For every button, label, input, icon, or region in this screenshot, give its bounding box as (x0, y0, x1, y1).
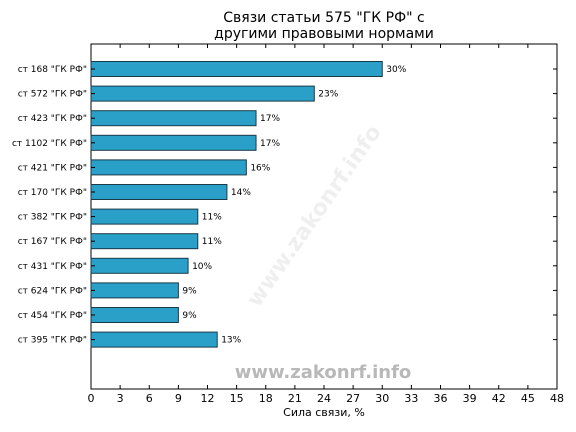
data-label: 17% (260, 114, 280, 124)
x-tick-label: 18 (259, 392, 273, 405)
x-tick-label: 33 (404, 392, 418, 405)
data-label: 11% (202, 237, 222, 247)
data-label: 30% (386, 65, 406, 75)
category-label: ст 167 "ГК РФ" (18, 237, 87, 247)
data-label: 9% (182, 286, 197, 296)
x-tick-label: 0 (88, 392, 95, 405)
category-label: ст 423 "ГК РФ" (18, 114, 87, 124)
data-label: 14% (231, 188, 251, 198)
bar (90, 85, 315, 102)
x-tick-label: 21 (288, 392, 302, 405)
category-label: ст 624 "ГК РФ" (18, 286, 87, 296)
x-tick-label: 9 (175, 392, 182, 405)
category-label: ст 170 "ГК РФ" (18, 188, 87, 198)
bar (90, 307, 179, 323)
bar (90, 331, 218, 348)
bar (90, 208, 199, 225)
x-tick-label: 27 (346, 392, 360, 405)
category-label: ст 431 "ГК РФ" (18, 262, 87, 272)
bar (90, 61, 383, 77)
x-axis-label: Сила связи, % (283, 406, 365, 419)
x-tick-label: 45 (521, 392, 535, 405)
x-tick-label: 6 (146, 392, 153, 405)
bar (90, 159, 247, 176)
data-label: 13% (221, 336, 241, 346)
chart-title-line: Связи статьи 575 "ГК РФ" с (223, 10, 424, 26)
x-tick-label: 36 (434, 392, 448, 405)
x-tick-label: 3 (117, 392, 124, 405)
bars-group (90, 61, 557, 348)
x-tick-label: 12 (201, 392, 215, 405)
data-label: 23% (318, 90, 338, 100)
category-label: ст 1102 "ГК РФ" (12, 139, 87, 149)
watermark-text: www.zakonrf.info (235, 362, 412, 383)
x-tick-label: 15 (230, 392, 244, 405)
category-label: ст 168 "ГК РФ" (18, 65, 87, 75)
data-label: 9% (182, 311, 197, 321)
data-label: 16% (250, 163, 270, 173)
data-labels: 30% 23% 17% 17% 16% 14% 11% 11% 10% 9% 9% 13% (182, 65, 406, 346)
bar (90, 184, 228, 200)
category-labels: ст 168 "ГК РФ" ст 572 "ГК РФ" ст 423 "ГК Р… (12, 65, 87, 346)
chart-title-line: другими правовыми нормами (214, 26, 434, 42)
x-tick-label: 39 (463, 392, 477, 405)
x-tick-label: 24 (317, 392, 331, 405)
category-label: ст 572 "ГК РФ" (18, 90, 87, 100)
category-label: ст 421 "ГК РФ" (18, 163, 87, 173)
x-axis-ticks: 0 3 6 9 12 15 18 21 24 27 30 33 36 39 42 45 48 (88, 44, 564, 405)
data-label: 11% (202, 213, 222, 223)
category-label: ст 395 "ГК РФ" (18, 336, 87, 346)
data-label: 10% (192, 262, 212, 272)
x-tick-label: 30 (375, 392, 389, 405)
bar (90, 110, 257, 127)
category-label: ст 454 "ГК РФ" (18, 311, 87, 321)
bar (90, 233, 199, 250)
bar (90, 134, 257, 151)
category-label: ст 382 "ГК РФ" (18, 213, 87, 223)
data-label: 17% (260, 139, 280, 149)
x-tick-label: 42 (492, 392, 506, 405)
x-tick-label: 48 (550, 392, 564, 405)
bar (90, 282, 179, 299)
bar (90, 257, 189, 274)
watermark-diagonal: www.zakonrf.info (243, 121, 387, 312)
